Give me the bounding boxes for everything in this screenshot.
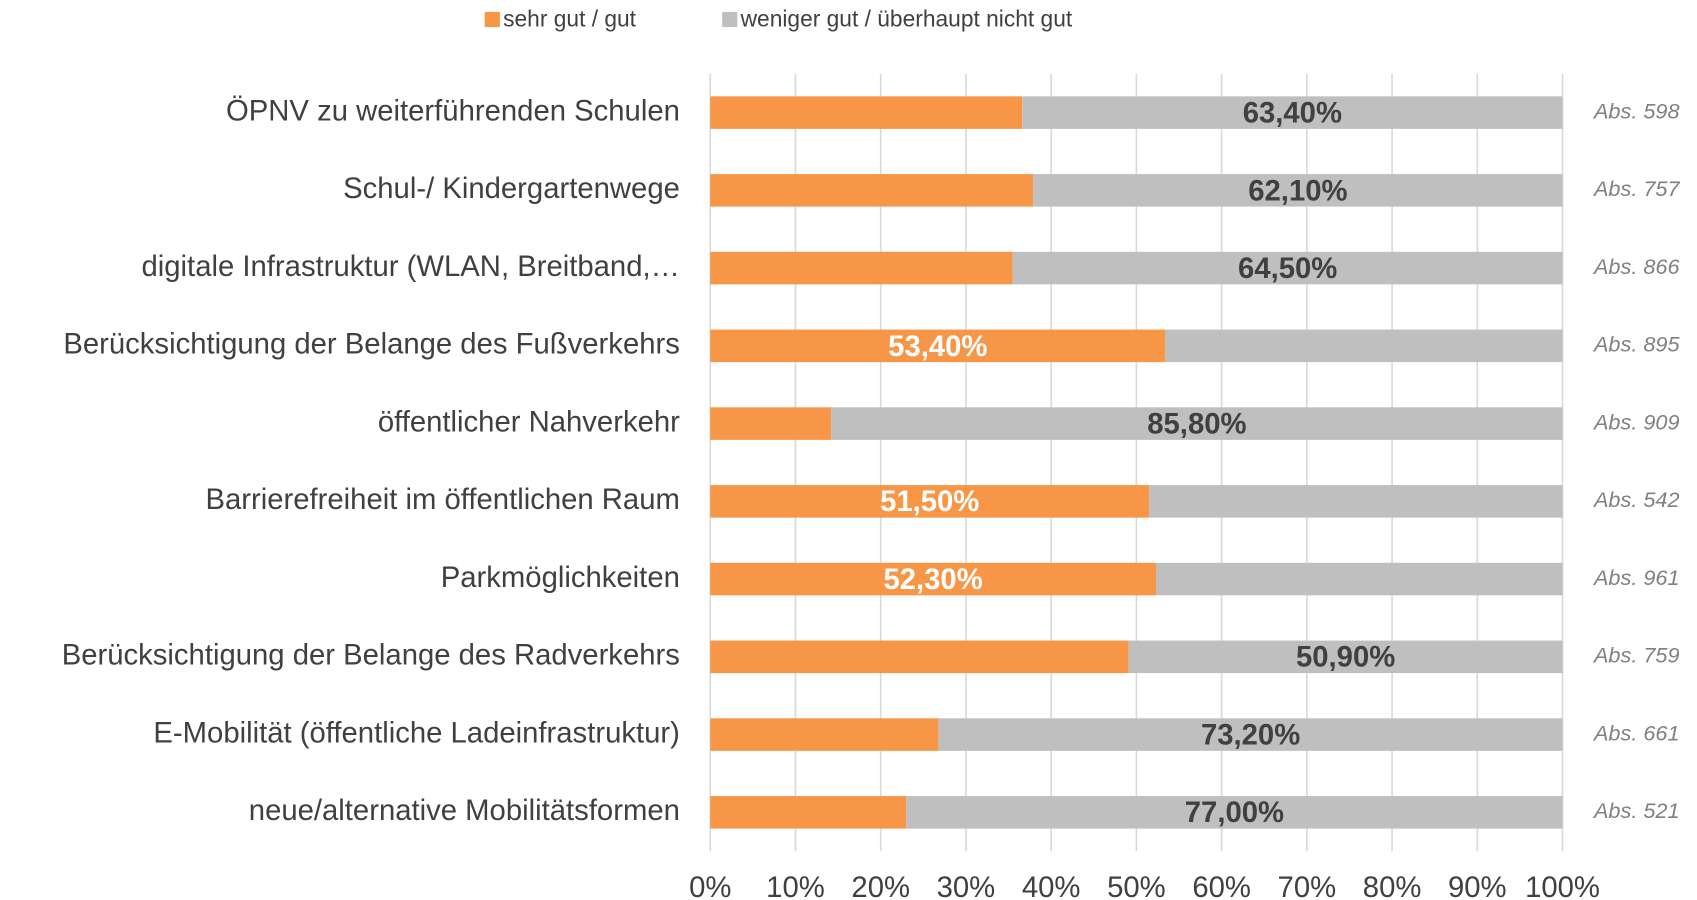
value-label: 63,40% (1243, 98, 1342, 130)
value-label: 50,90% (1296, 642, 1395, 674)
x-tick-label: 100% (1525, 872, 1600, 900)
bar-segment (710, 485, 1150, 518)
category-label: digitale Infrastruktur (WLAN, Breitband,… (142, 251, 680, 283)
bar-segment (1128, 640, 1563, 674)
x-tick-label: 10% (766, 872, 825, 900)
legend-label: sehr gut / gut (503, 6, 637, 32)
x-tick-label: 30% (937, 872, 996, 900)
legend-label: weniger gut / überhaupt nicht gut (740, 6, 1073, 32)
annotation: Abs. 909 (1592, 409, 1680, 434)
bar-segment (710, 96, 1023, 129)
value-label: 52,30% (883, 564, 982, 596)
annotation: Abs. 521 (1592, 798, 1680, 823)
annotation: Abs. 661 (1592, 720, 1680, 745)
bar-segment (710, 251, 1013, 285)
bar-segment (1022, 96, 1563, 129)
legend-swatch (484, 11, 500, 28)
bar-segment (710, 562, 1156, 596)
annotation: Abs. 542 (1592, 487, 1680, 512)
bar-segment (710, 796, 907, 829)
x-tick-label: 70% (1278, 872, 1337, 900)
bar-segment (710, 640, 1129, 674)
category-label: Berücksichtigung der Belange des Fußverk… (63, 329, 680, 361)
bar-segment (831, 407, 1563, 440)
x-tick-label: 20% (851, 872, 910, 900)
annotation: Abs. 757 (1592, 176, 1680, 201)
value-label: 51,50% (880, 486, 979, 518)
annotation: Abs. 759 (1592, 643, 1680, 668)
x-tick-label: 50% (1107, 872, 1166, 900)
category-label: Schul-/ Kindergartenwege (343, 173, 680, 205)
bar-segment (710, 329, 1166, 363)
annotation: Abs. 961 (1592, 565, 1680, 590)
category-label: ÖPNV zu weiterführenden Schulen (226, 95, 680, 127)
bar-segment (1012, 251, 1563, 285)
value-label: 73,20% (1201, 719, 1300, 751)
bar-segment (710, 407, 832, 440)
x-tick-label: 0% (689, 872, 731, 900)
bar-segment (1149, 485, 1563, 518)
value-label: 62,10% (1248, 175, 1347, 207)
category-label: Barrierefreiheit im öffentlichen Raum (205, 484, 679, 516)
annotation: Abs. 598 (1592, 98, 1680, 123)
bar-segment (1033, 174, 1563, 207)
bar-segment (1155, 562, 1563, 596)
value-label: 53,40% (888, 331, 987, 363)
category-label: Parkmöglichkeiten (441, 562, 680, 594)
x-tick-label: 60% (1192, 872, 1251, 900)
category-label: öffentlicher Nahverkehr (378, 406, 680, 438)
bar-segment (1165, 329, 1563, 363)
value-label: 77,00% (1185, 797, 1284, 829)
x-tick-label: 80% (1363, 872, 1422, 900)
annotation: Abs. 895 (1592, 332, 1680, 357)
x-tick-label: 90% (1448, 872, 1507, 900)
bar-segment (710, 718, 939, 751)
x-tick-label: 40% (1022, 872, 1081, 900)
bar-segment (710, 174, 1034, 207)
legend-swatch (722, 11, 738, 28)
category-label: E-Mobilität (öffentliche Ladeinfrastrukt… (153, 717, 679, 749)
value-label: 85,80% (1147, 408, 1246, 440)
bar-segment (938, 718, 1563, 751)
bar-segment (906, 796, 1563, 829)
annotation: Abs. 866 (1592, 254, 1680, 279)
category-label: Berücksichtigung der Belange des Radverk… (62, 640, 680, 672)
value-label: 64,50% (1238, 253, 1337, 285)
category-label: neue/alternative Mobilitätsformen (249, 795, 680, 827)
